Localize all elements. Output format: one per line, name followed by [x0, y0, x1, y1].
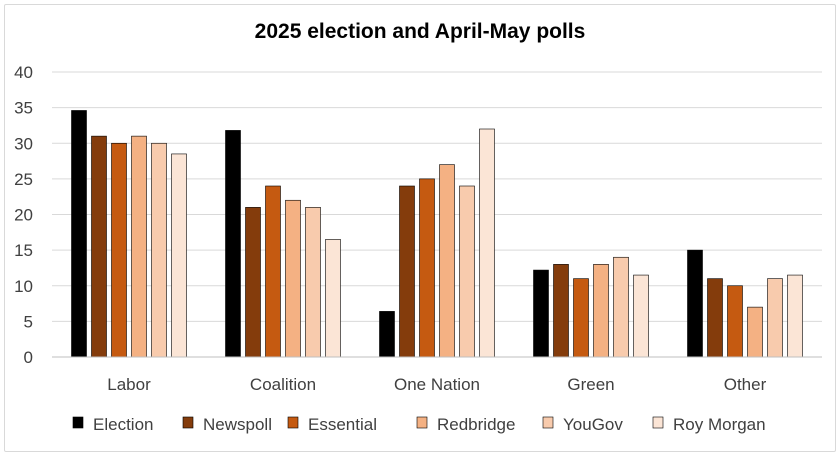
bar-newspoll-coalition [245, 207, 261, 358]
legend-swatch [182, 416, 194, 429]
legend-swatch [287, 416, 299, 429]
bar-essential-coalition [265, 185, 281, 358]
y-tick-label: 0 [24, 348, 33, 367]
bar-election-green [533, 269, 549, 358]
bar-yougov-other [767, 278, 783, 358]
chart-title: 2025 election and April-May polls [255, 20, 586, 43]
y-tick-label: 10 [14, 277, 33, 296]
x-tick-label: One Nation [394, 375, 480, 394]
bar-newspoll-green [553, 264, 569, 358]
legend-label: Roy Morgan [673, 415, 766, 434]
bar-redbridge-coalition [285, 199, 301, 358]
y-tick-label: 5 [24, 312, 33, 331]
legend-swatch [72, 416, 84, 429]
legend-swatch [652, 416, 664, 429]
bar-election-one-nation [379, 311, 395, 358]
legend-label: Newspoll [203, 415, 272, 434]
bar-newspoll-other [707, 278, 723, 358]
bar-election-other [687, 249, 703, 358]
legend-label: Redbridge [437, 415, 515, 434]
y-axis-ticks: 0 5 10 15 20 25 30 35 40 [14, 63, 33, 367]
legend-label: Election [93, 415, 153, 434]
bar-yougov-green [613, 256, 629, 358]
bar-redbridge-other [747, 306, 763, 358]
bar-redbridge-labor [131, 135, 147, 358]
y-tick-label: 25 [14, 170, 33, 189]
x-axis-ticks: Labor Coalition One Nation Green Other [107, 375, 766, 394]
legend-label: Essential [308, 415, 377, 434]
x-tick-label: Coalition [250, 375, 316, 394]
legend: Election Newspoll Essential Redbridge YouGov… [72, 415, 766, 434]
bar-essential-one-nation [419, 178, 435, 358]
x-tick-label: Other [724, 375, 767, 394]
y-tick-label: 15 [14, 241, 33, 260]
bar-roy-morgan-other [787, 274, 803, 358]
bar-essential-green [573, 278, 589, 358]
bar-redbridge-one-nation [439, 164, 455, 358]
bar-yougov-labor [151, 142, 167, 358]
bar-roy-morgan-labor [171, 153, 187, 358]
bar-election-coalition [225, 130, 241, 358]
bar-essential-labor [111, 142, 127, 358]
bar-yougov-one-nation [459, 185, 475, 358]
legend-swatch [542, 416, 554, 429]
y-tick-label: 20 [14, 206, 33, 225]
gridlines [52, 71, 822, 322]
y-tick-label: 40 [14, 63, 33, 82]
x-tick-label: Labor [107, 375, 151, 394]
bars [71, 110, 803, 358]
x-tick-label: Green [567, 375, 614, 394]
bar-newspoll-labor [91, 135, 107, 358]
bar-newspoll-one-nation [399, 185, 415, 358]
bar-roy-morgan-coalition [325, 239, 341, 358]
y-tick-label: 30 [14, 134, 33, 153]
bar-roy-morgan-one-nation [479, 128, 495, 358]
bar-election-labor [71, 110, 87, 358]
legend-label: YouGov [563, 415, 623, 434]
bar-redbridge-green [593, 264, 609, 358]
y-tick-label: 35 [14, 99, 33, 118]
bar-essential-other [727, 285, 743, 358]
bar-yougov-coalition [305, 207, 321, 358]
legend-swatch [416, 416, 428, 429]
bar-roy-morgan-green [633, 274, 649, 358]
